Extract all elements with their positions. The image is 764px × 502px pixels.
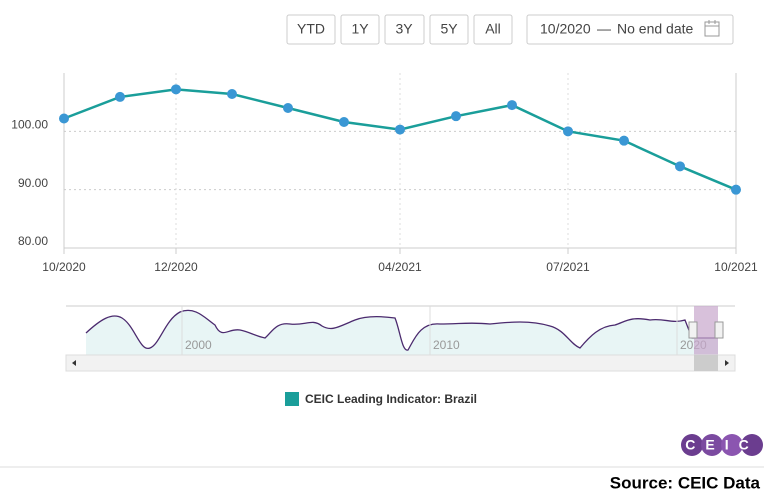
source: Source: CEIC Data xyxy=(610,473,761,492)
x-tick-label: 07/2021 xyxy=(546,260,590,274)
button[interactable] xyxy=(340,14,380,45)
logo-text: CEIC xyxy=(685,437,758,453)
date-range[interactable] xyxy=(526,14,734,45)
scroll-right[interactable] xyxy=(725,360,729,366)
data-point xyxy=(227,89,237,99)
scroll-left[interactable] xyxy=(72,360,76,366)
button-label[interactable]: 3Y xyxy=(395,21,413,37)
navigator-handle[interactable] xyxy=(688,321,698,339)
legend-swatch[interactable] xyxy=(285,392,299,406)
data-point xyxy=(675,161,685,172)
range-separator: — xyxy=(597,21,611,37)
scrollbar[interactable] xyxy=(65,354,736,372)
button[interactable] xyxy=(473,14,513,45)
button-label[interactable]: All xyxy=(485,21,501,37)
navigator-area xyxy=(86,310,718,355)
data-point xyxy=(451,111,461,122)
button[interactable] xyxy=(286,14,336,45)
logo: CEIC xyxy=(681,434,763,456)
button[interactable] xyxy=(384,14,425,45)
navigator: 2000 2010 2020 xyxy=(65,305,736,372)
x-tick-label: 10/2020 xyxy=(42,260,86,274)
data-point xyxy=(507,100,517,111)
navigator-label: 2010 xyxy=(433,338,460,352)
navigator-line xyxy=(85,309,718,351)
data-point xyxy=(115,91,125,102)
button-label[interactable]: YTD xyxy=(297,21,325,37)
data-point xyxy=(563,126,573,137)
x-tick-label: 12/2020 xyxy=(154,260,198,274)
button-label[interactable]: 5Y xyxy=(440,21,458,37)
data-point xyxy=(731,184,741,195)
x-tick-label: 10/2021 xyxy=(714,260,758,274)
y-tick-label: 90.00 xyxy=(18,176,48,190)
data-point xyxy=(395,124,405,135)
navigator-handle[interactable] xyxy=(714,321,724,339)
y-tick-label: 100.00 xyxy=(11,118,48,132)
navigator-label: 2000 xyxy=(185,338,212,352)
plot-area: 80.00 90.00 100.00 10/2020 12/2020 04/2021 07/… xyxy=(11,73,758,274)
x-tick-label: 04/2021 xyxy=(378,260,422,274)
data-point xyxy=(283,103,293,113)
calendar-icon[interactable] xyxy=(704,20,720,37)
y-tick-label: 80.00 xyxy=(18,234,48,248)
toolbar: YTD 1Y 3Y 5Y All 10/2020 — No end date xyxy=(286,14,734,45)
navigator-selection[interactable] xyxy=(694,306,718,355)
legend-label[interactable]: CEIC Leading Indicator: Brazil xyxy=(305,392,477,406)
data-point xyxy=(339,117,349,127)
data-point xyxy=(619,135,629,146)
button-label[interactable]: 1Y xyxy=(351,21,369,37)
data-point xyxy=(171,84,181,95)
button[interactable] xyxy=(429,14,469,45)
range-end[interactable]: No end date xyxy=(617,21,693,37)
data-point xyxy=(59,113,69,124)
scrollbar-thumb[interactable] xyxy=(694,355,718,371)
range-start[interactable]: 10/2020 xyxy=(540,21,591,37)
